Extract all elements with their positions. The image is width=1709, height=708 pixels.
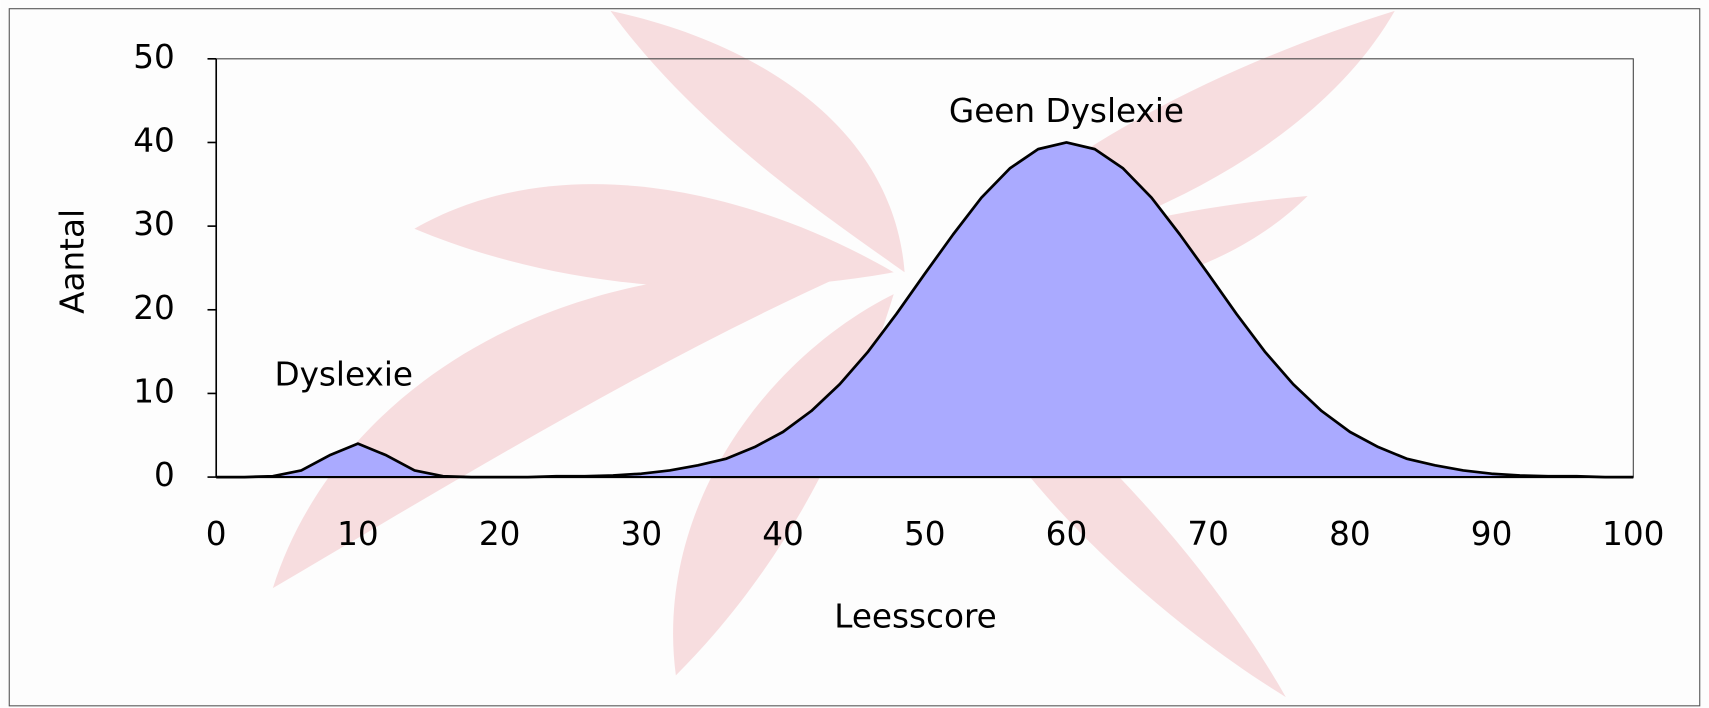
- x-tick-label: 100: [1602, 515, 1664, 553]
- x-tick-label: 40: [762, 515, 804, 553]
- x-tick-label: 70: [1187, 515, 1229, 553]
- x-tick-label: 30: [621, 515, 663, 553]
- x-axis-label: Leesscore: [834, 598, 997, 636]
- y-tick-label: 40: [133, 121, 175, 159]
- y-tick-label: 0: [154, 456, 175, 494]
- x-tick-label: 0: [206, 515, 227, 553]
- frame: [8, 8, 1701, 707]
- x-tick-label: 80: [1329, 515, 1371, 553]
- x-tick-label: 90: [1471, 515, 1513, 553]
- y-tick-label: 10: [133, 372, 175, 410]
- annotation: Geen Dyslexie: [949, 92, 1184, 130]
- y-tick-label: 20: [133, 289, 175, 327]
- x-tick-label: 20: [479, 515, 521, 553]
- x-tick-label: 50: [904, 515, 946, 553]
- y-tick-label: 30: [133, 205, 175, 243]
- x-tick-label: 60: [1046, 515, 1088, 553]
- y-tick-label: 50: [133, 38, 175, 76]
- y-axis-label: Aantal: [54, 209, 92, 314]
- area: [216, 142, 1634, 478]
- x-tick-label: 10: [337, 515, 379, 553]
- annotation: Dyslexie: [274, 356, 413, 394]
